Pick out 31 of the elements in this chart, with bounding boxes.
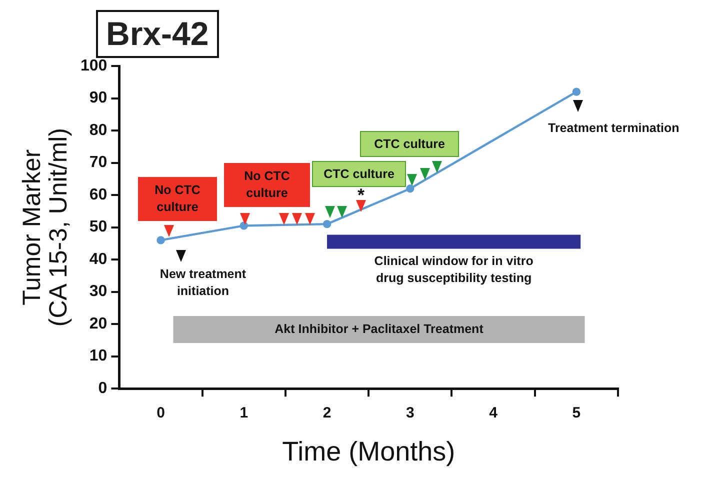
x-axis-title: Time (Months) <box>282 436 456 466</box>
x-tick-label: 5 <box>572 404 581 422</box>
point <box>240 222 248 230</box>
annotation: * <box>356 184 366 204</box>
y-tick-label: 100 <box>80 57 108 74</box>
point <box>572 88 581 96</box>
x-tick-label: 3 <box>406 404 414 422</box>
annotation: Treatment termination <box>548 120 680 137</box>
y-tick-label: 0 <box>98 380 108 398</box>
y-tick-label: 70 <box>89 154 108 172</box>
chart-title: Brx-42 <box>96 10 219 58</box>
point <box>406 184 414 193</box>
y-tick-label: 50 <box>89 218 108 236</box>
band-label: Clinical window for in vitro drug susceptibility testing <box>374 254 534 286</box>
y-tick-label: 30 <box>89 283 108 300</box>
point <box>156 236 165 244</box>
y-tick-label: 40 <box>89 250 108 268</box>
y-tick-label: 80 <box>89 122 108 139</box>
y-tick-label: 90 <box>89 90 108 107</box>
y-tick-label: 60 <box>89 186 108 204</box>
x-tick-label: 0 <box>156 404 165 422</box>
point <box>322 220 332 228</box>
x-tick-label: 2 <box>322 404 332 422</box>
y-tick-label: 10 <box>89 348 108 365</box>
x-tick-label: 4 <box>489 404 498 422</box>
annotation: CTC culture <box>324 166 394 180</box>
annotation: New treatment initiation <box>158 266 248 300</box>
x-tick-label: 1 <box>240 404 248 422</box>
band-label: Akt Inhibitor + Paclitaxel Treatment <box>274 322 484 336</box>
y-axis-title: Tumor Marker (CA 15-3, Unit/ml) <box>18 128 72 327</box>
y-tick-label: 20 <box>89 315 108 332</box>
